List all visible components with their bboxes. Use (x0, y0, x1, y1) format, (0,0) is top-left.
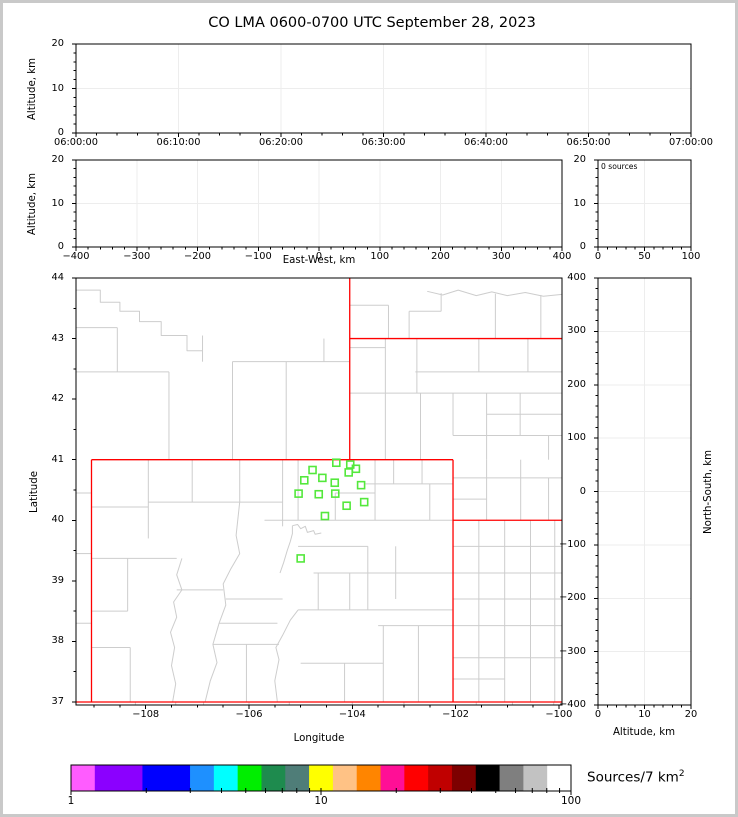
source-count-annotation: 0 sources (601, 162, 638, 171)
figure-title: CO LMA 0600-0700 UTC September 28, 2023 (208, 15, 536, 31)
tick-label: 0 (579, 241, 586, 252)
tick-label: 06:10:00 (156, 137, 201, 148)
gridlines (76, 44, 691, 705)
tick-label: 100 (681, 251, 701, 262)
tick-label: −300 (559, 645, 586, 657)
colorbar-label-text: Sources/7 km (587, 769, 679, 786)
tick-label: −400 (62, 251, 90, 262)
tick-label: 0 (594, 251, 602, 262)
tick-label: −100 (244, 251, 272, 262)
ns-height-xlabel: Altitude, km (612, 727, 676, 738)
lma-station-marker (332, 458, 341, 468)
tick-label: 40 (51, 514, 64, 526)
tick-label: 100 (370, 251, 390, 262)
tick-label: 37 (51, 695, 64, 707)
lma-station-marker (318, 473, 327, 483)
tick-label: 300 (567, 325, 586, 337)
lma-station-marker (308, 465, 317, 475)
tick-label: 42 (51, 393, 64, 405)
tick-label: 1 (67, 795, 75, 807)
lma-station-marker (299, 475, 309, 485)
axis-ticks (72, 43, 692, 709)
ns-height-ylabel: North-South, km (702, 449, 714, 535)
county-lines (76, 289, 563, 705)
tick-label: 100 (560, 795, 582, 807)
tick-label: 20 (573, 154, 586, 165)
tick-label: 10 (314, 795, 328, 807)
plot-canvas (70, 43, 692, 795)
tick-label: 400 (567, 272, 586, 283)
tick-label: 10 (51, 197, 64, 209)
lma-station-marker (356, 480, 366, 490)
tick-label: −100 (545, 709, 573, 720)
tick-label: 41 (51, 453, 64, 465)
lma-station-marker (330, 478, 340, 488)
tick-label: 400 (552, 251, 572, 262)
tick-label: 44 (51, 272, 64, 283)
tick-label: −104 (338, 709, 366, 720)
tick-label: 06:20:00 (259, 137, 303, 148)
tick-label: 39 (51, 574, 64, 586)
tick-label: 50 (638, 251, 651, 262)
tick-label: 10 (573, 197, 586, 209)
map-xlabel: Longitude (293, 733, 345, 744)
tick-label: 0 (315, 251, 323, 262)
ew-height-ylabel: Altitude, km (26, 172, 38, 236)
time-height-ylabel: Altitude, km (26, 57, 38, 121)
ew-height-xlabel: East-West, km (282, 255, 356, 266)
tick-label: 06:50:00 (566, 137, 611, 148)
tick-label: −200 (559, 592, 586, 604)
tick-label: −300 (123, 251, 151, 262)
lma-station-marker (359, 497, 369, 507)
tick-label: 38 (51, 635, 64, 647)
tick-label: −102 (442, 709, 470, 720)
tick-label: −100 (559, 538, 586, 550)
tick-label: −106 (235, 709, 263, 720)
tick-label: 06:00:00 (54, 137, 98, 148)
tick-label: 0 (594, 709, 602, 720)
colorbar-label: Sources/7 km2 (587, 769, 685, 786)
colorbar-label-exponent: 2 (678, 769, 685, 779)
colorbar (70, 764, 572, 795)
state-border-lines (76, 278, 562, 703)
map-ylabel: Latitude (28, 471, 40, 513)
tick-label: 07:00:00 (669, 137, 713, 148)
tick-label: 200 (431, 251, 450, 262)
tick-label: 100 (567, 432, 586, 444)
tick-label: 0 (57, 127, 64, 138)
lma-station-marker (296, 554, 305, 563)
tick-label: −200 (184, 251, 211, 262)
tick-label: 300 (491, 251, 511, 262)
tick-label: 20 (51, 154, 64, 165)
tick-label: 0 (579, 485, 586, 497)
lma-station-marker (342, 501, 351, 511)
tick-label: 10 (51, 82, 64, 94)
station-markers (294, 458, 369, 563)
lma-station-marker (330, 489, 340, 498)
lma-station-marker (294, 489, 303, 498)
lma-station-marker (320, 511, 330, 521)
tick-label: 200 (567, 378, 586, 390)
tick-label: 43 (51, 332, 64, 344)
tick-label: 20 (51, 38, 64, 49)
lma-station-marker (314, 489, 324, 499)
tick-label: 0 (57, 241, 64, 252)
tick-label: 06:30:00 (361, 137, 406, 148)
tick-label: −400 (559, 699, 586, 710)
lma-station-marker (344, 468, 353, 477)
tick-label: −108 (132, 709, 160, 720)
tick-label: 06:40:00 (464, 137, 508, 148)
tick-label: 20 (684, 709, 698, 720)
tick-label: 10 (638, 709, 651, 720)
